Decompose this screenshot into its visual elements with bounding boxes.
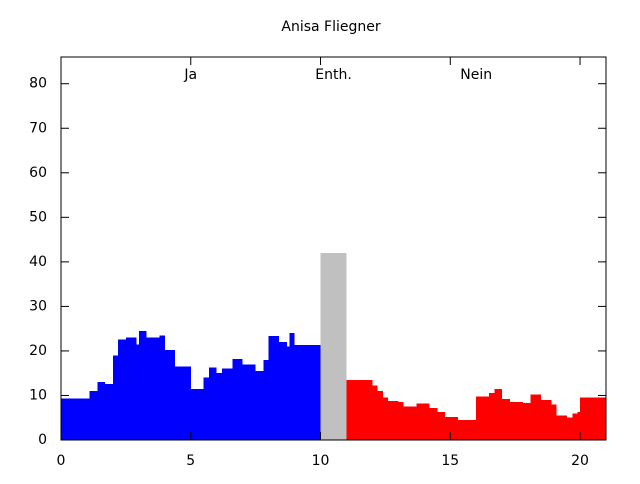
bar <box>320 252 347 440</box>
bar <box>203 377 209 440</box>
bar <box>268 336 279 440</box>
x-tick-label: 10 <box>312 453 330 469</box>
bar <box>388 400 399 440</box>
x-tick-label: 5 <box>186 453 195 469</box>
series-label: Ja <box>183 67 197 83</box>
y-tick-label: 0 <box>38 432 47 448</box>
bar <box>509 402 523 440</box>
bar <box>118 339 126 440</box>
bar <box>289 333 295 440</box>
bar <box>551 404 557 440</box>
bar <box>377 391 383 440</box>
bar <box>494 388 503 440</box>
bar <box>382 397 388 440</box>
bar <box>136 344 139 440</box>
plot-frame <box>60 56 607 441</box>
bar <box>105 383 113 440</box>
bar <box>398 402 404 440</box>
bar <box>437 411 446 440</box>
y-tick-label: 30 <box>29 298 47 314</box>
bar <box>580 397 606 440</box>
bar <box>175 366 191 440</box>
bar <box>530 394 542 440</box>
bar <box>89 391 98 440</box>
series-label: Enth. <box>315 67 352 83</box>
y-tick-label: 10 <box>29 387 47 403</box>
bar <box>159 335 165 440</box>
bar <box>125 337 137 440</box>
x-tick-label: 20 <box>571 453 589 469</box>
bar <box>138 330 147 440</box>
bar <box>346 379 373 440</box>
y-tick-label: 70 <box>29 120 47 136</box>
bar <box>146 337 160 440</box>
bar <box>502 399 510 440</box>
bar <box>279 342 287 440</box>
bar <box>164 350 176 440</box>
bar <box>263 359 269 440</box>
bar <box>522 403 531 440</box>
bar <box>572 413 578 440</box>
bar <box>476 396 490 440</box>
chart-title: Anisa Fliegner <box>281 19 380 35</box>
y-tick-label: 20 <box>29 343 47 359</box>
bar <box>556 415 568 440</box>
bar <box>286 346 290 440</box>
series-label: Nein <box>460 67 492 83</box>
bar <box>232 358 243 440</box>
bar <box>372 385 378 440</box>
x-tick-label: 15 <box>441 453 459 469</box>
bar <box>458 419 477 440</box>
bar <box>541 399 552 440</box>
bar <box>577 411 581 440</box>
bar <box>429 407 438 440</box>
y-tick-label: 40 <box>29 254 47 270</box>
bar <box>112 355 119 440</box>
y-tick-label: 60 <box>29 165 47 181</box>
bar <box>208 367 217 440</box>
bar <box>61 398 90 440</box>
bar <box>242 364 256 440</box>
bar <box>567 417 573 440</box>
y-tick-label: 50 <box>29 209 47 225</box>
bar <box>221 368 233 440</box>
x-tick-label: 0 <box>57 453 66 469</box>
bar <box>190 388 204 440</box>
bar <box>97 382 106 440</box>
bar <box>489 393 495 440</box>
bar <box>403 406 417 440</box>
bar <box>416 403 430 440</box>
bar <box>294 345 321 440</box>
y-tick-label: 80 <box>29 76 47 92</box>
bar <box>255 370 264 440</box>
bar <box>216 373 222 440</box>
bar <box>445 416 459 440</box>
